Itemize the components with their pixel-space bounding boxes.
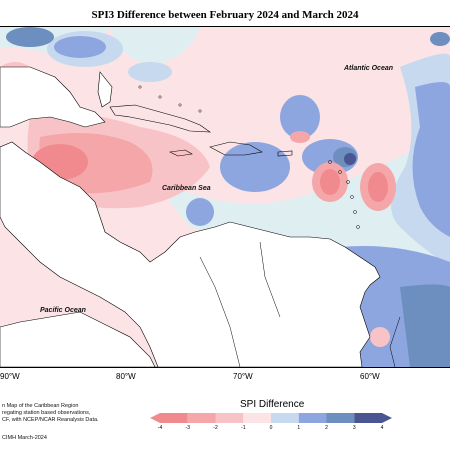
map-title: SPI3 Difference between February 2024 an… <box>91 9 359 21</box>
legend-tick-label: -4 <box>157 425 163 431</box>
legend-swatch <box>298 413 327 423</box>
legend-swatch <box>215 413 244 423</box>
legend-tick-label: 3 <box>352 425 356 431</box>
footnote-line-1: n Map of the Caribbean Region <box>2 403 79 409</box>
legend-swatch <box>354 413 382 423</box>
footnote-line-3: CF, with NCEP/NCAR Reanalysis Data. <box>2 417 99 423</box>
legend-title: SPI Difference <box>240 399 305 410</box>
caribbean-sea-label: Caribbean Sea <box>162 185 211 192</box>
legend-swatch <box>326 413 355 423</box>
footnote-line-4: CIMH March-2024 <box>2 435 47 441</box>
legend-tick-label: -3 <box>185 425 190 431</box>
legend-tick-label: 0 <box>269 425 273 431</box>
spi-field-map <box>0 27 450 367</box>
legend-tick-label: 2 <box>325 425 328 431</box>
legend-swatch <box>271 413 299 423</box>
legend-colorbar <box>150 413 392 423</box>
lon-label-60w: 60°W <box>360 372 380 381</box>
map-area: Atlantic Ocean Caribbean Sea Pacific Oce… <box>0 26 450 368</box>
legend-swatch <box>160 413 188 423</box>
legend-swatch <box>187 413 216 423</box>
legend-swatch <box>243 413 271 423</box>
lon-label-70w: 70°W <box>233 372 253 381</box>
footnote-line-2: regating station based observations, <box>2 410 91 416</box>
legend-tick-label: 1 <box>297 425 301 431</box>
legend-tick-label: -2 <box>213 425 218 431</box>
legend-tick-label: -1 <box>241 425 246 431</box>
atlantic-ocean-label: Atlantic Ocean <box>344 65 394 72</box>
legend-tick-label: 4 <box>380 425 384 431</box>
legend-left-arrow <box>150 413 160 423</box>
legend-right-arrow <box>382 413 392 423</box>
lon-label-80w: 80°W <box>116 372 136 381</box>
lon-label-90w: 90°W <box>0 372 20 381</box>
pacific-ocean-label: Pacific Ocean <box>40 307 86 314</box>
